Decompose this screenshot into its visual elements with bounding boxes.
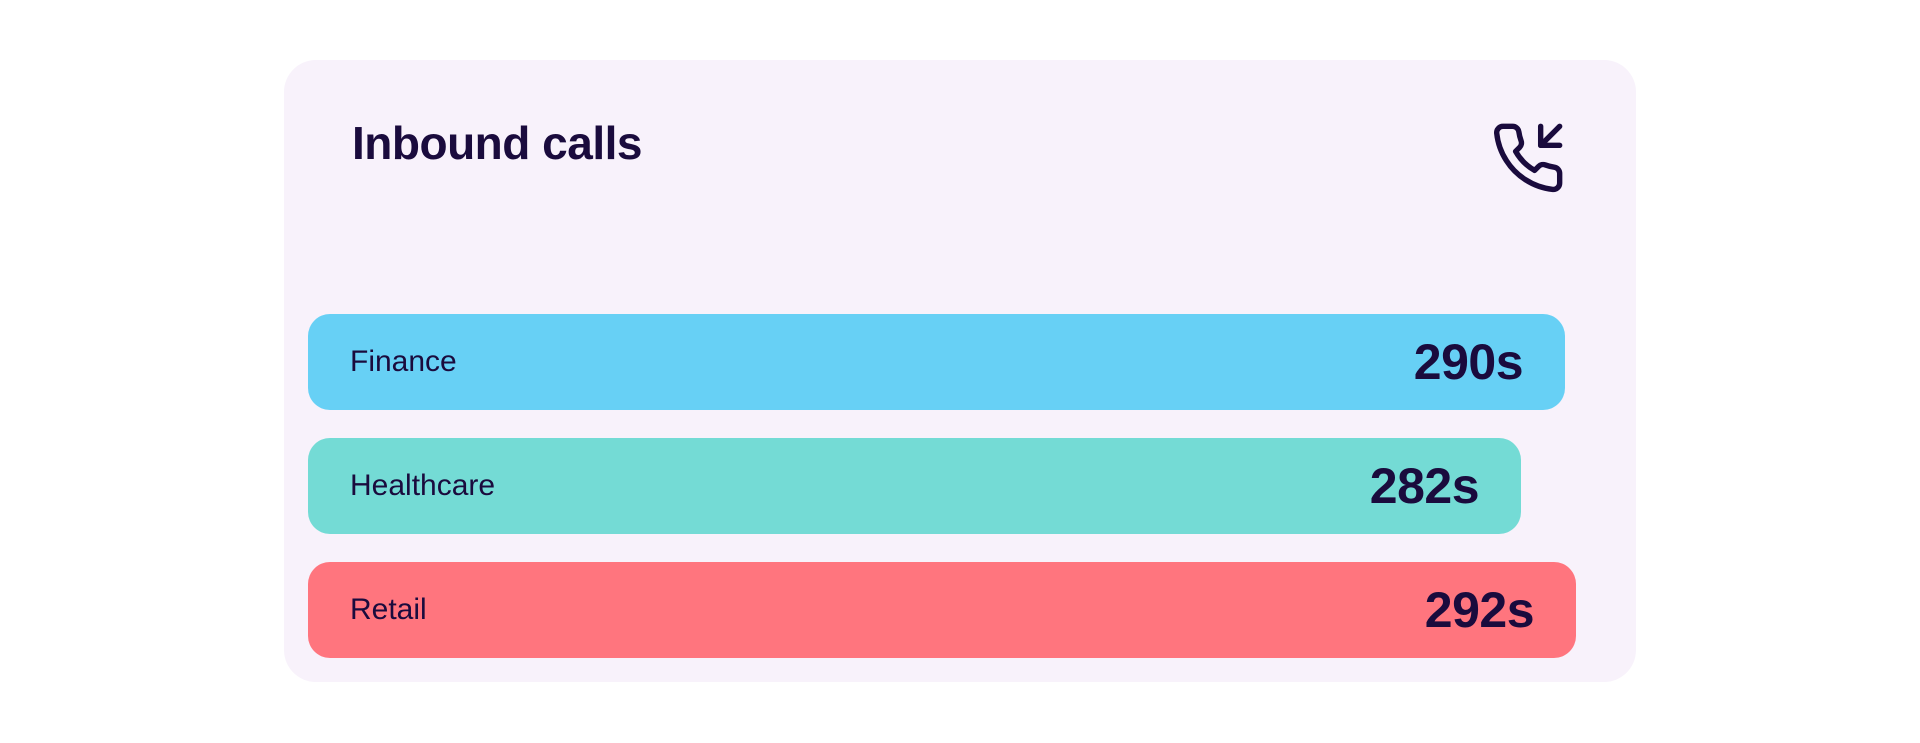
bar-label: Healthcare (350, 469, 496, 502)
bar-chart: Finance 290s Healthcare 282s Retail 292s (308, 314, 1584, 660)
card-title: Inbound calls (352, 117, 642, 169)
bar-retail: Retail 292s (308, 562, 1576, 658)
bar-label: Finance (350, 345, 457, 378)
bar-value-label: 290s (1413, 334, 1524, 390)
phone-incoming-icon (1494, 123, 1563, 193)
bar-label: Retail (350, 593, 427, 626)
bar-value-label: 282s (1369, 458, 1480, 514)
bar-finance: Finance 290s (308, 314, 1565, 410)
inbound-calls-card: Inbound calls Finance 290s Healthcare 282s R… (284, 60, 1636, 682)
bar-healthcare: Healthcare 282s (308, 438, 1521, 534)
bar-value-label: 292s (1424, 582, 1535, 638)
